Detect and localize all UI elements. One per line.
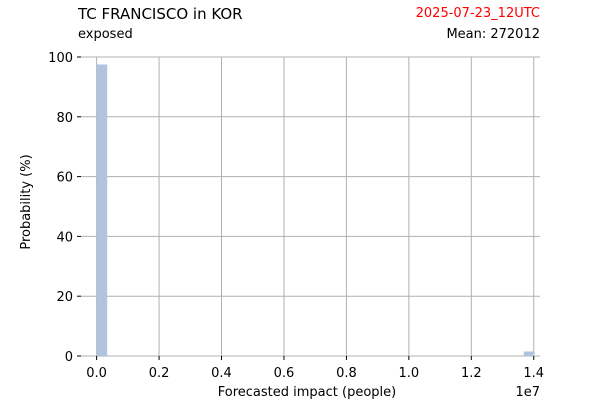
forecast-date: 2025-07-23_12UTC — [415, 6, 540, 21]
x-tick-label: 1.4 — [523, 366, 544, 381]
x-tick-label: 0.4 — [211, 366, 232, 381]
chart-subtitle: exposed — [78, 27, 133, 42]
y-tick-label: 0 — [65, 350, 73, 365]
x-tick-label: 0.2 — [149, 366, 170, 381]
axis-ticks: 0.0 0.2 0.4 0.6 0.8 1.0 1.2 1.4 0 20 40 60 80 100 — [48, 51, 544, 381]
bars — [96, 64, 535, 356]
mean-value: Mean: 272012 — [446, 27, 540, 42]
x-axis-label: Forecasted impact (people) — [218, 385, 396, 400]
y-tick-label: 60 — [56, 171, 73, 186]
y-tick-label: 80 — [56, 111, 73, 126]
y-tick-label: 100 — [48, 51, 73, 66]
x-tick-label: 0.6 — [274, 366, 295, 381]
histogram-bar — [523, 351, 535, 356]
x-tick-label: 1.2 — [461, 366, 482, 381]
grid-lines — [81, 56, 540, 357]
y-axis-label: Probability (%) — [19, 154, 34, 249]
histogram-bar — [96, 64, 108, 356]
x-tick-label: 0.8 — [336, 366, 357, 381]
y-tick-label: 40 — [56, 230, 73, 245]
x-axis-offset-label: 1e7 — [515, 385, 540, 400]
x-tick-label: 0.0 — [86, 366, 107, 381]
y-tick-label: 20 — [56, 290, 73, 305]
chart-title: TC FRANCISCO in KOR — [78, 5, 243, 23]
x-tick-label: 1.0 — [399, 366, 420, 381]
